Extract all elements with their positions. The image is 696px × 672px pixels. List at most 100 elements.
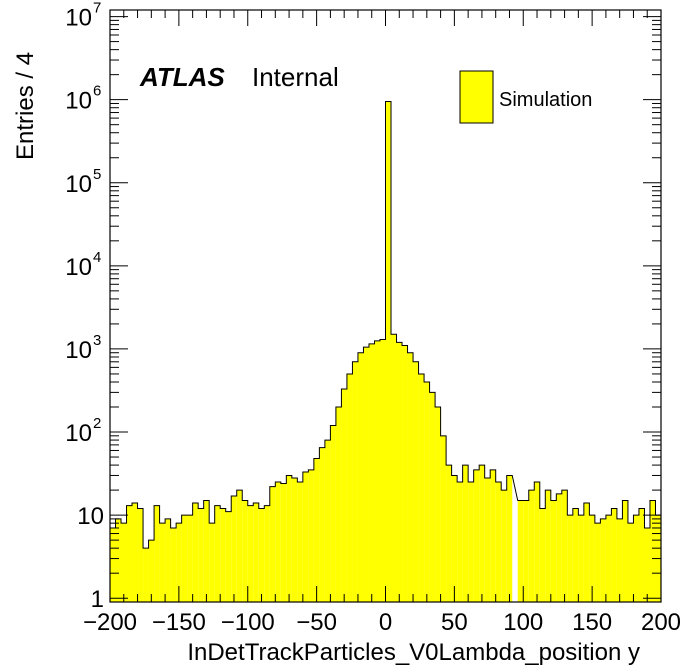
histogram-bin — [396, 342, 403, 602]
histogram-bin — [264, 505, 270, 602]
histogram-bin — [225, 511, 232, 602]
histogram-bin — [302, 472, 309, 602]
histogram-bin — [429, 392, 436, 602]
histogram-outline — [109, 101, 662, 602]
histogram-bin — [638, 508, 645, 602]
histogram-bin — [236, 490, 243, 602]
y-tick-label: 10 — [65, 171, 92, 198]
histogram-bin — [148, 540, 155, 602]
histogram-bin — [644, 527, 650, 602]
histogram-bin — [247, 505, 254, 602]
histogram-bin — [214, 505, 221, 602]
histogram-bin — [616, 518, 623, 602]
histogram-bin — [402, 345, 408, 602]
x-tick-label: −200 — [83, 609, 137, 636]
histogram-bin — [627, 523, 634, 602]
histogram-bin — [462, 465, 469, 602]
histogram-bin — [539, 508, 546, 602]
histogram-bin — [583, 502, 590, 602]
histogram-bin — [611, 508, 617, 602]
histogram-bin — [363, 347, 369, 602]
histogram-bin — [424, 381, 430, 602]
histogram-bin — [605, 515, 612, 602]
histogram-bin — [545, 490, 551, 602]
histogram-bin — [528, 490, 535, 602]
y-tick-label: 10 — [65, 420, 92, 447]
histogram-bin — [220, 508, 226, 602]
atlas-label: ATLAS — [139, 62, 225, 92]
histogram-bin — [523, 500, 529, 602]
histogram-bin — [407, 352, 414, 602]
histogram-bin — [203, 500, 210, 602]
y-tick-label: 10 — [65, 5, 92, 32]
histogram-bin — [622, 500, 628, 602]
x-tick-label: 50 — [441, 609, 468, 636]
histogram-bin — [319, 447, 325, 602]
histogram-bin — [379, 339, 386, 602]
histogram-bin — [132, 502, 138, 602]
histogram-bin — [253, 502, 259, 602]
histogram-bin — [484, 477, 491, 602]
histogram-bin — [341, 388, 347, 602]
histogram-bin — [418, 373, 425, 602]
histogram-bin — [269, 486, 276, 602]
histogram-bin — [286, 475, 292, 602]
axis-ticks — [109, 10, 662, 602]
x-axis-title: InDetTrackParticles_V0Lambda_position y — [187, 639, 640, 666]
histogram-bin — [176, 523, 182, 602]
x-tick-label: −100 — [221, 609, 275, 636]
histogram-bin — [181, 515, 188, 602]
histogram-bars — [109, 101, 662, 603]
histogram-bin — [490, 469, 496, 602]
legend-entry-simulation: Simulation — [499, 89, 592, 111]
histogram-bin — [308, 469, 314, 602]
histogram-bin — [242, 500, 248, 602]
histogram-bin — [600, 518, 606, 602]
histogram-bin — [121, 523, 127, 602]
histogram-bin — [192, 502, 199, 602]
histogram-bin — [198, 508, 204, 602]
histogram-bin — [385, 101, 392, 603]
histogram-bin — [143, 548, 149, 602]
histogram-bin — [209, 523, 215, 602]
y-tick-exponent: 6 — [93, 83, 101, 100]
histogram-bin — [258, 508, 265, 602]
histogram-bin — [594, 523, 601, 602]
histogram-bin — [154, 505, 160, 602]
histogram-bin — [391, 334, 397, 602]
histogram-bin — [346, 373, 353, 602]
histogram-bin — [468, 482, 474, 602]
y-tick-exponent: 3 — [93, 332, 101, 349]
histogram-bin — [446, 465, 452, 602]
histogram-bin — [335, 407, 342, 602]
histogram-bin — [231, 495, 237, 602]
histogram-bin — [457, 482, 463, 602]
histogram-bin — [297, 482, 303, 602]
y-axis-title: Entries / 4 — [12, 52, 39, 160]
x-tick-labels: −200 −150 −100 −50 0 50 100 150 200 — [83, 609, 681, 636]
histogram-bin — [495, 482, 502, 602]
histogram-bin — [137, 508, 144, 602]
histogram-bin — [550, 500, 557, 602]
histogram-bin — [440, 435, 447, 602]
x-tick-label: −50 — [296, 609, 337, 636]
y-tick-label: 10 — [65, 337, 92, 364]
y-tick-exponent: 2 — [93, 415, 101, 432]
histogram-bin — [501, 490, 507, 602]
y-tick-label: 10 — [77, 503, 104, 530]
histogram-bin — [413, 361, 419, 602]
y-tick-label: 10 — [65, 88, 92, 115]
y-tick-exponent: 4 — [93, 249, 101, 266]
histogram-bin — [479, 465, 485, 602]
x-tick-label: 0 — [379, 609, 392, 636]
histogram-bin — [473, 469, 480, 602]
histogram-bin — [567, 515, 573, 602]
histogram-bin — [374, 340, 380, 602]
histogram-bin — [313, 458, 320, 602]
x-tick-label: 100 — [503, 609, 543, 636]
histogram-bin — [357, 352, 364, 602]
y-tick-exponent: 5 — [93, 166, 101, 183]
y-tick-exponent: 7 — [93, 0, 101, 17]
